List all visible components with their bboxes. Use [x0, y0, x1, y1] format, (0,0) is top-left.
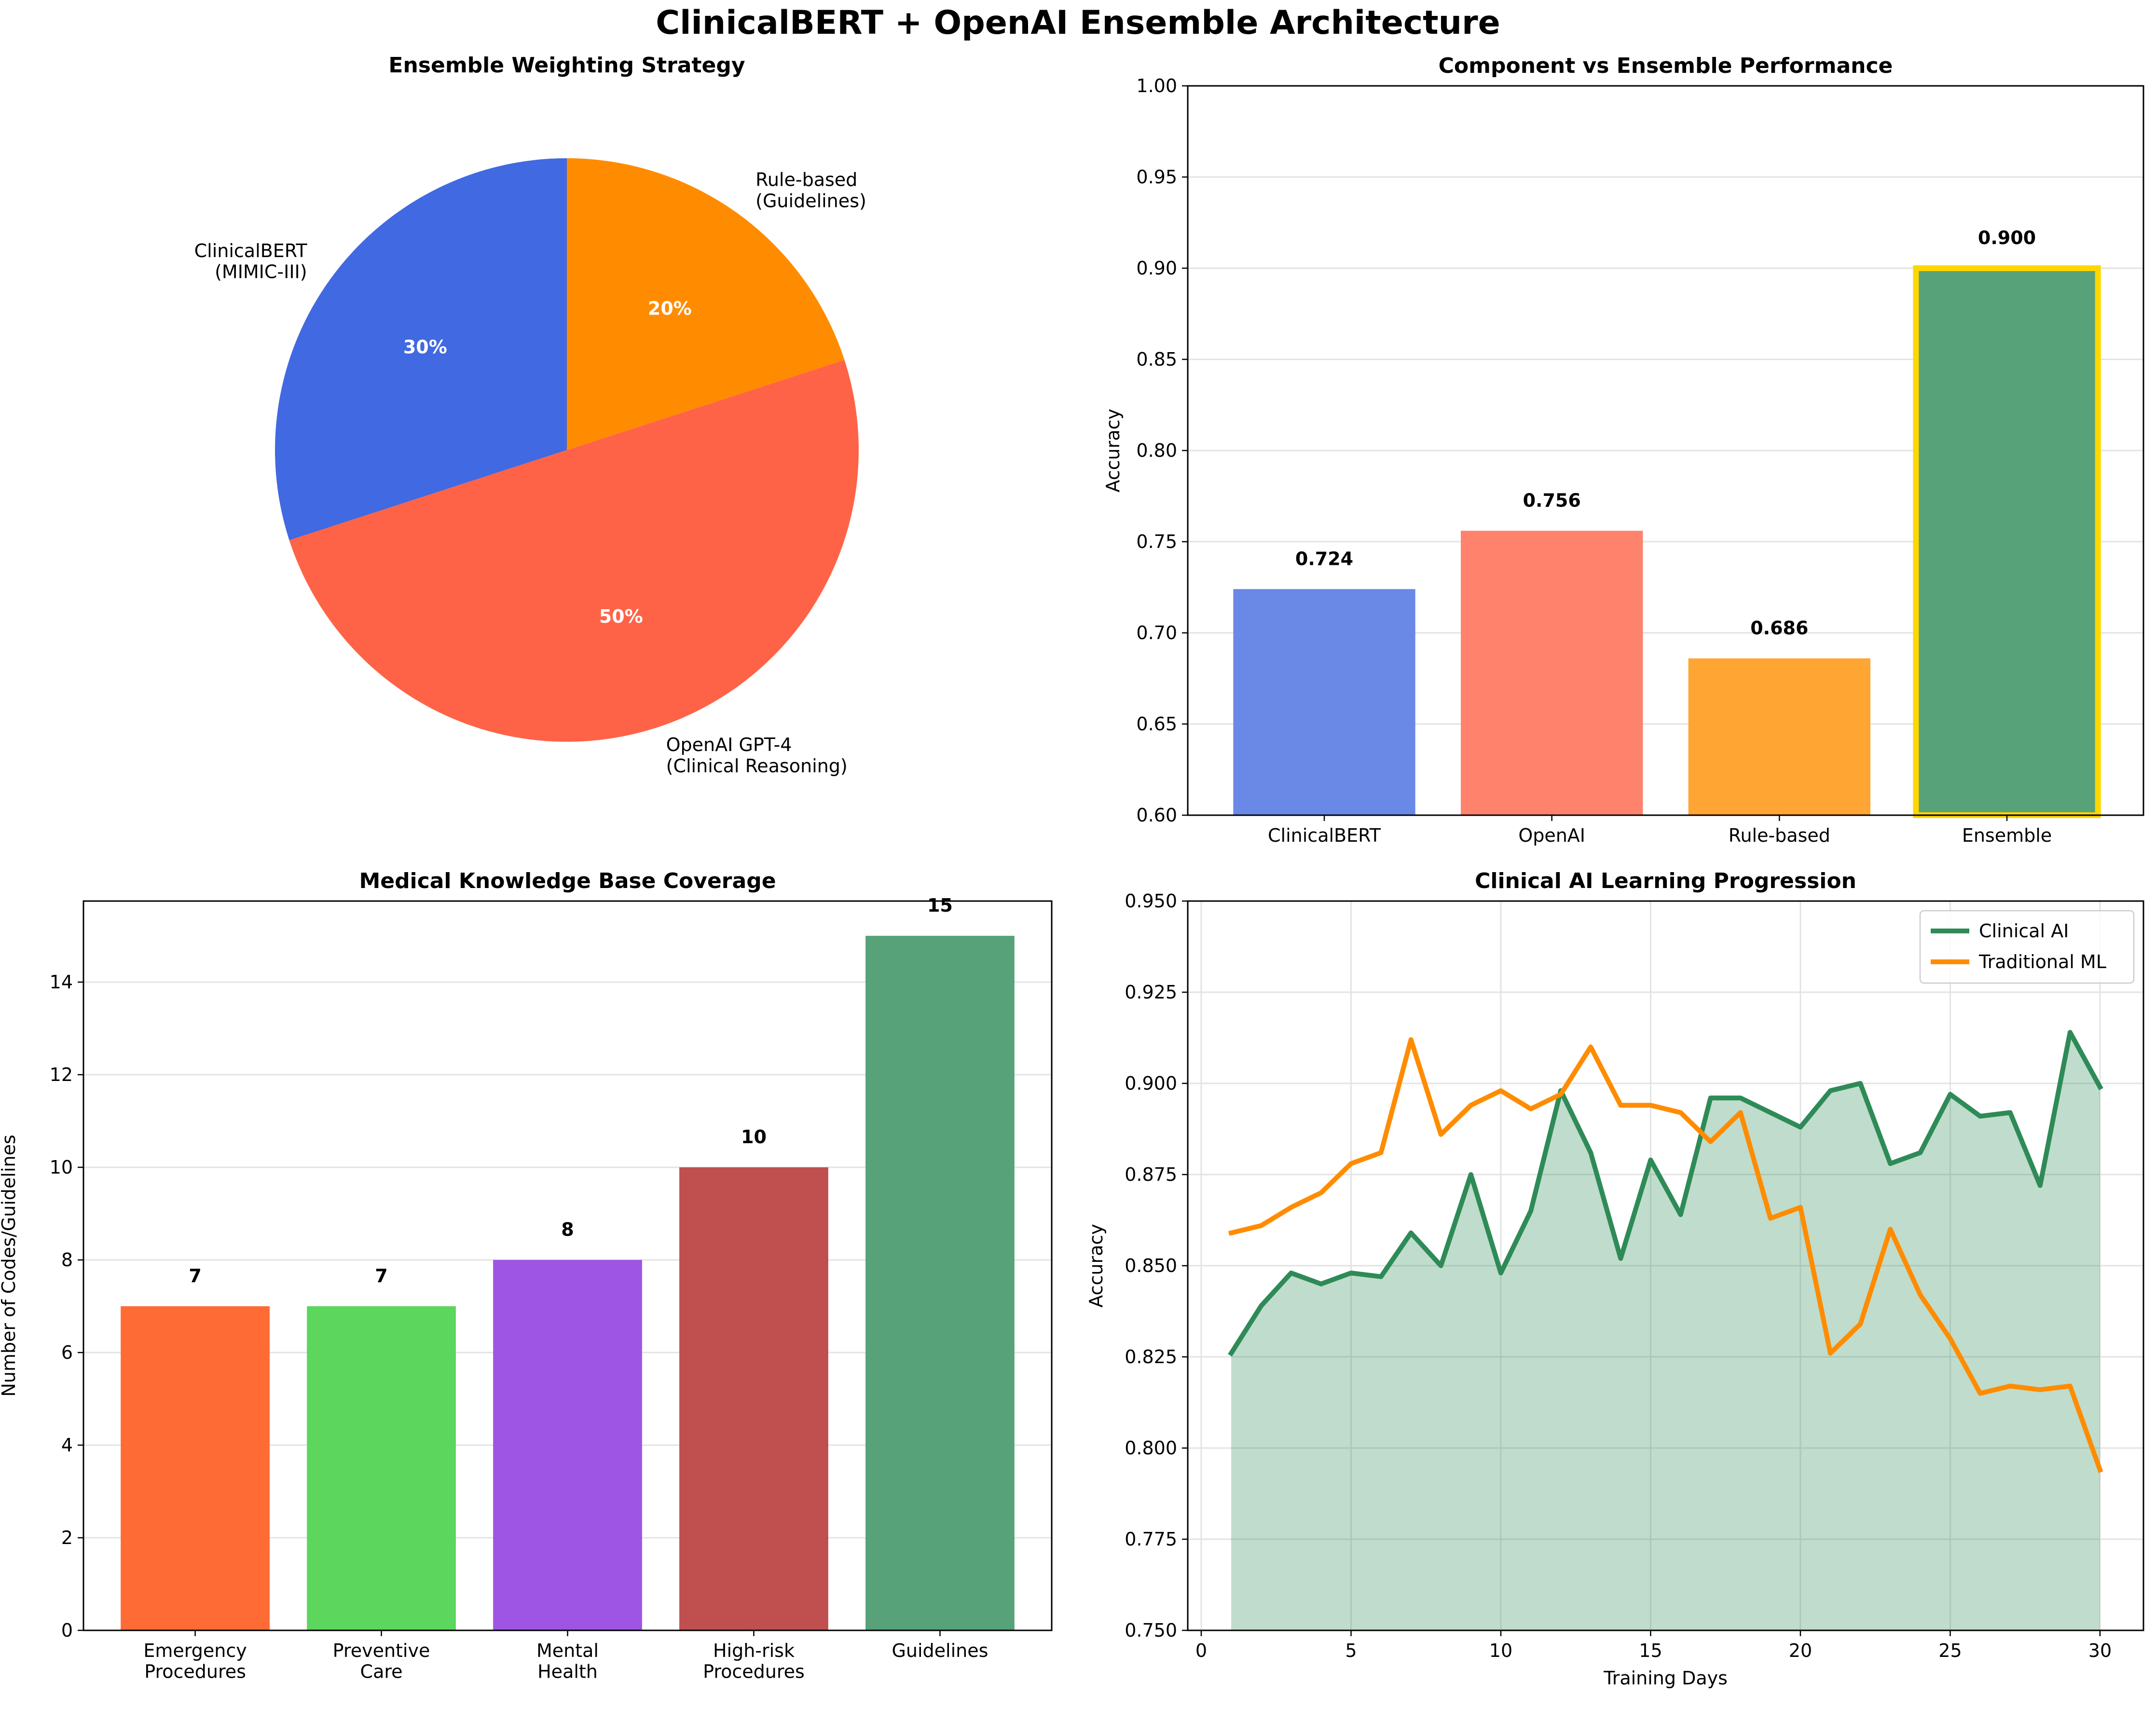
bar-4	[1913, 265, 2101, 818]
bar2-ytick-label: 10	[50, 1157, 73, 1178]
bar2-ytick-label: 0	[61, 1620, 73, 1641]
axes-frame	[1187, 85, 2144, 816]
bar-category-label: Preventive Care	[333, 1640, 430, 1682]
legend-label: Clinical AI	[1979, 920, 2069, 942]
bar-value-label: 7	[189, 1265, 201, 1286]
line-xtick-label: 30	[2088, 1640, 2112, 1661]
chart-title: Medical Knowledge Base Coverage	[359, 869, 776, 893]
line-ytick-label: 0.900	[1125, 1073, 1177, 1094]
bar-3	[1688, 658, 1870, 815]
area-fill	[1231, 1032, 2100, 1630]
bar-category-label: High-risk Procedures	[703, 1640, 805, 1682]
figure-title: ClinicalBERT + OpenAI Ensemble Architect…	[656, 4, 1500, 42]
bar2-ytick-label: 2	[61, 1527, 73, 1548]
series-line-2	[1228, 1037, 2103, 1473]
bar-1	[121, 1306, 270, 1630]
legend-box	[1919, 910, 2135, 984]
bar1-ytick-label: 0.85	[1136, 349, 1177, 370]
pie-title: Ensemble Weighting Strategy	[388, 53, 745, 78]
x-axis-label: Training Days	[1603, 1668, 1728, 1689]
y-axis-label: Accuracy	[1102, 409, 1124, 492]
bar-category-label: Ensemble	[1962, 825, 2052, 846]
bar-value-label: 10	[741, 1126, 767, 1148]
bar-value-label: 0.756	[1523, 490, 1581, 511]
line-xtick-label: 5	[1345, 1640, 1357, 1661]
line-ytick-label: 0.800	[1125, 1437, 1177, 1459]
line-ytick-label: 0.925	[1125, 982, 1177, 1003]
axes-frame	[1187, 900, 2144, 1631]
bar-category-label: ClinicalBERT	[1268, 825, 1381, 846]
line-xtick-label: 10	[1489, 1640, 1512, 1661]
line-xtick-label: 20	[1789, 1640, 1812, 1661]
bar1-ytick-label: 0.65	[1136, 713, 1177, 735]
y-axis-label: Number of Codes/Guidelines	[0, 1135, 19, 1396]
bar-value-label: 0.686	[1750, 617, 1808, 639]
line-xtick-label: 25	[1938, 1640, 1962, 1661]
chart-title: Component vs Ensemble Performance	[1439, 54, 1893, 78]
bar-value-label: 15	[927, 895, 953, 916]
bar-value-label: 0.724	[1295, 548, 1353, 569]
bar2-ytick-label: 8	[61, 1249, 73, 1271]
line-ytick-label: 0.950	[1125, 890, 1177, 912]
axes-frame	[82, 900, 1053, 1631]
line-ytick-label: 0.750	[1125, 1620, 1177, 1641]
bar-category-label: Mental Health	[536, 1640, 599, 1682]
line-xtick-label: 15	[1639, 1640, 1662, 1661]
bar2-ytick-label: 12	[50, 1064, 73, 1085]
bar-value-label: 7	[375, 1265, 387, 1286]
pie-slice	[275, 158, 567, 540]
bar-2	[1461, 531, 1643, 815]
bar-category-label: OpenAI	[1518, 825, 1585, 846]
bar1-ytick-label: 1.00	[1136, 75, 1177, 96]
legend-label: Traditional ML	[1978, 951, 2106, 972]
pie-pct-label: 30%	[403, 337, 447, 358]
bar1-ytick-label: 0.70	[1136, 622, 1177, 643]
pie-slice	[289, 360, 859, 742]
bar2-ytick-label: 4	[61, 1435, 73, 1456]
bar2-ytick-label: 6	[61, 1342, 73, 1363]
bar-value-label: 0.900	[1978, 227, 2036, 248]
line-ytick-label: 0.775	[1125, 1529, 1177, 1550]
bar-value-label: 8	[561, 1219, 574, 1240]
bar-3	[493, 1260, 642, 1630]
bar-category-label: Rule-based	[1729, 825, 1830, 846]
chart-title: Clinical AI Learning Progression	[1475, 869, 1856, 893]
series-line-1	[1228, 1030, 2103, 1357]
bar-4	[679, 1167, 828, 1630]
bar-5	[865, 936, 1015, 1630]
bar-category-label: Guidelines	[892, 1640, 988, 1661]
pie-pct-label: 20%	[648, 298, 692, 319]
bar1-ytick-label: 0.80	[1136, 440, 1177, 461]
bar-2	[307, 1306, 456, 1630]
line-ytick-label: 0.825	[1125, 1346, 1177, 1367]
pie-pct-label: 50%	[599, 606, 643, 627]
line-ytick-label: 0.850	[1125, 1255, 1177, 1276]
line-ytick-label: 0.875	[1125, 1164, 1177, 1185]
bar2-ytick-label: 14	[50, 971, 73, 993]
pie-slice	[567, 158, 845, 450]
bar1-ytick-label: 0.95	[1136, 166, 1177, 188]
bar-1	[1233, 589, 1415, 815]
pie-label: OpenAI GPT-4 (Clinical Reasoning)	[666, 734, 848, 777]
line-xtick-label: 0	[1195, 1640, 1207, 1661]
bar-category-label: Emergency Procedures	[143, 1640, 247, 1682]
y-axis-label: Accuracy	[1085, 1224, 1107, 1308]
bar1-ytick-label: 0.60	[1136, 805, 1177, 826]
bar1-ytick-label: 0.90	[1136, 258, 1177, 279]
pie-label: ClinicalBERT (MIMIC-III)	[194, 240, 308, 283]
pie-label: Rule-based (Guidelines)	[755, 169, 866, 212]
bar1-ytick-label: 0.75	[1136, 531, 1177, 552]
